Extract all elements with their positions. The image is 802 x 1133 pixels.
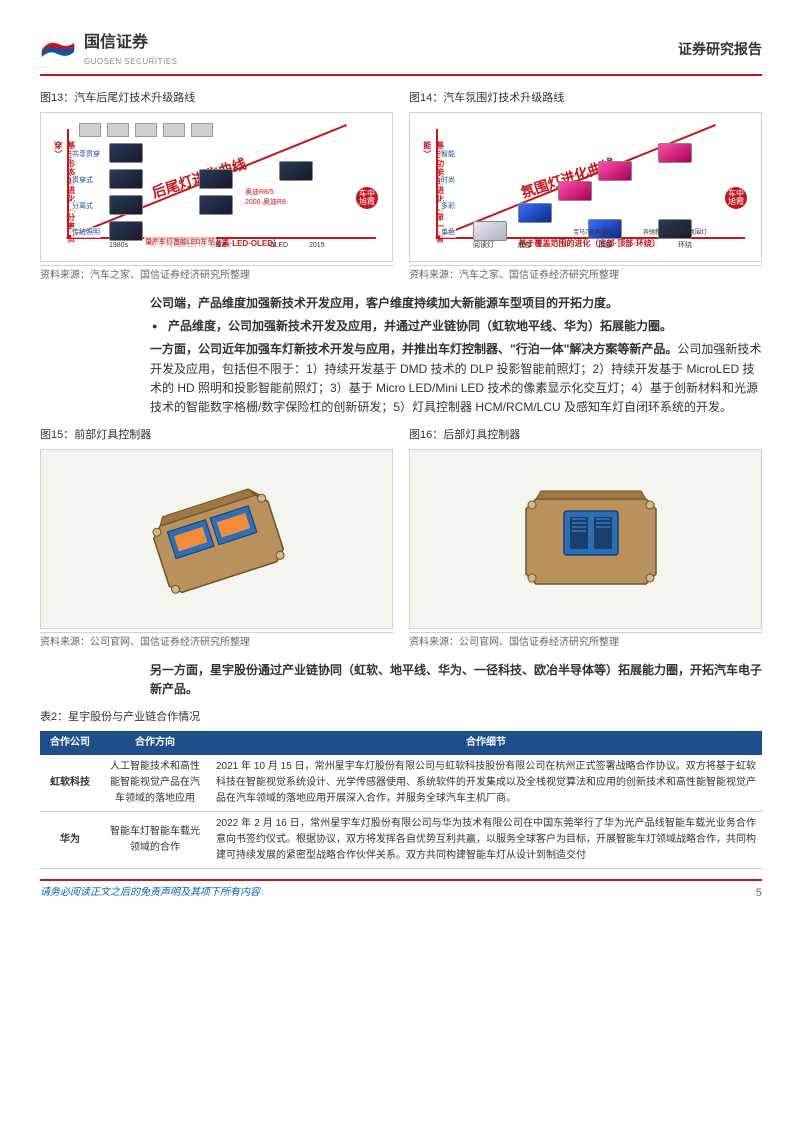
figure-13: 图13：汽车后尾灯技术升级路线 基于形态的进化（分离·贯穿） 基于光源的进化（卤… [40,90,393,284]
fig16-caption: 图16：后部灯具控制器 [409,427,762,445]
th-direction: 合作方向 [100,731,210,755]
para2-text: 另一方面，星宇股份通过产业链协同（虹软、地平线、华为、一径科技、欧冶半导体等）拓… [150,663,762,696]
paragraph-1: 公司端，产品维度加强新技术开发应用，客户维度持续加大新能源车型项目的开拓力度。 … [150,294,762,417]
page-number: 5 [756,885,762,903]
page-footer: 请务必阅读正文之后的免责声明及其项下所有内容 5 [40,879,762,903]
cell-detail: 2021 年 10 月 15 日，常州星宇车灯股份有限公司与虹软科技股份有限公司… [210,755,762,812]
para1-sub-lead: 一方面，公司近年加强车灯新技术开发与应用，并推出车灯控制器、"行泊一体"解决方案… [150,342,677,356]
fig14-x-axis: 基于覆盖范围的进化（底部·顶部·环绕） [519,238,660,251]
table2-caption: 表2：星宇股份与产业链合作情况 [40,709,762,727]
fig14-box: 基于功能的进化（单一·智能） 基于覆盖范围的进化（底部·顶部·环绕） 氛围灯进化… [409,112,762,262]
table-row: 虹软科技 人工智能技术和高性能智能视觉产品在汽车领域的落地应用 2021 年 1… [40,755,762,812]
fig16-source: 资料来源：公司官网、国信证券经济研究所整理 [409,632,762,651]
table-row: 华为 智能车灯智能车载光领域的合作 2022 年 2 月 16 日，常州星宇车灯… [40,811,762,868]
fig13-caption: 图13：汽车后尾灯技术升级路线 [40,90,393,108]
th-detail: 合作细节 [210,731,762,755]
figure-14: 图14：汽车氛围灯技术升级路线 基于功能的进化（单一·智能） 基于覆盖范围的进化… [409,90,762,284]
guosen-logo-icon [40,37,76,61]
fig13-box: 基于形态的进化（分离·贯穿） 基于光源的进化（卤素·LED·OLED） 后尾灯进… [40,112,393,262]
th-company: 合作公司 [40,731,100,755]
logo-text-en: GUOSEN SECURITIES [84,56,177,69]
fig14-seal: 车中旭霞 [725,187,747,209]
cell-company: 虹软科技 [40,755,100,812]
fig13-seal: 车中旭霞 [356,187,378,209]
paragraph-2: 另一方面，星宇股份通过产业链协同（虹软、地平线、华为、一径科技、欧冶半导体等）拓… [150,661,762,699]
fig15-box [40,449,393,629]
figure-15: 图15：前部灯具控制器 [40,427,393,651]
fig15-caption: 图15：前部灯具控制器 [40,427,393,445]
front-controller-icon [117,469,317,609]
fig14-source: 资料来源：汽车之家、国信证券经济研究所整理 [409,265,762,284]
fig14-caption: 图14：汽车氛围灯技术升级路线 [409,90,762,108]
cooperation-table: 合作公司 合作方向 合作细节 虹软科技 人工智能技术和高性能智能视觉产品在汽车领… [40,731,762,869]
figure-16: 图16：后部灯具控制器 [409,427,762,651]
para1-lead: 公司端，产品维度加强新技术开发应用，客户维度持续加大新能源车型项目的开拓力度。 [150,296,618,310]
logo-text-cn: 国信证券 [84,30,177,56]
cell-direction: 人工智能技术和高性能智能视觉产品在汽车领域的落地应用 [100,755,210,812]
rear-controller-icon [486,469,686,609]
fig16-box [409,449,762,629]
fig15-source: 资料来源：公司官网、国信证券经济研究所整理 [40,632,393,651]
para1-bullet: 产品维度，公司加强新技术开发及应用，并通过产业链协同（虹软地平线、华为）拓展能力… [168,319,672,333]
disclaimer: 请务必阅读正文之后的免责声明及其项下所有内容 [40,885,260,903]
page-header: 国信证券 GUOSEN SECURITIES 证券研究报告 [40,30,762,76]
logo: 国信证券 GUOSEN SECURITIES [40,30,177,68]
cell-detail: 2022 年 2 月 16 日，常州星宇车灯股份有限公司与华为技术有限公司在中国… [210,811,762,868]
fig13-source: 资料来源：汽车之家、国信证券经济研究所整理 [40,265,393,284]
report-type: 证券研究报告 [678,38,762,60]
cell-direction: 智能车灯智能车载光领域的合作 [100,811,210,868]
cell-company: 华为 [40,811,100,868]
